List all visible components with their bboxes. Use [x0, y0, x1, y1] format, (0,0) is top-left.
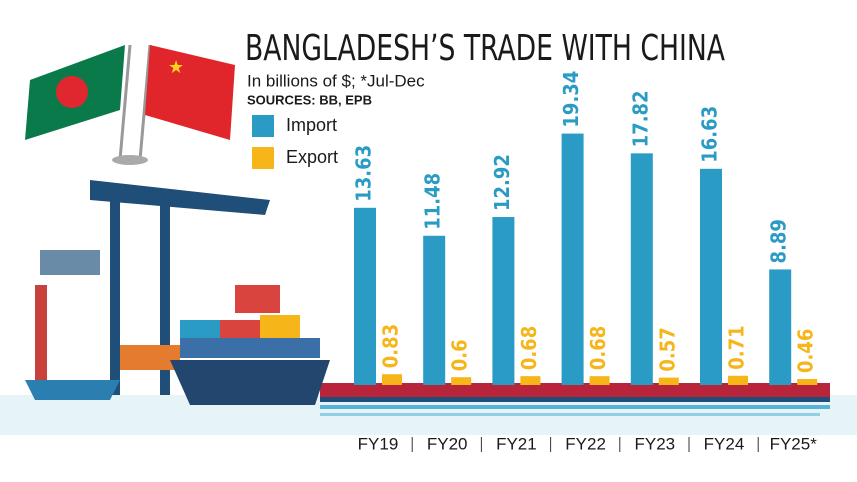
- x-tick-label: FY19: [358, 434, 399, 453]
- bar: [354, 207, 376, 385]
- legend-swatch: [252, 147, 274, 169]
- chart-title: BANGLADESH’S TRADE WITH CHINA: [245, 28, 725, 69]
- value-label: 0.6: [448, 339, 472, 371]
- x-tick-label: FY21: [496, 434, 537, 453]
- value-label: 12.92: [490, 154, 514, 211]
- value-label: 19.34: [559, 71, 583, 128]
- sources: SOURCES: BB, EPB: [247, 92, 372, 107]
- value-label: 0.57: [655, 327, 679, 371]
- tower: [35, 285, 47, 380]
- bar: [728, 375, 748, 385]
- bar: [630, 153, 653, 385]
- hull-stripe: [320, 397, 830, 402]
- flag-base: [112, 155, 148, 165]
- flag-pole: [138, 44, 152, 161]
- value-label: 13.63: [352, 145, 376, 202]
- value-label: 0.68: [517, 326, 541, 370]
- bar: [797, 379, 818, 385]
- legend: Import Export: [252, 115, 338, 169]
- bar: [451, 377, 472, 385]
- value-label: 16.63: [698, 106, 722, 163]
- flag-disc: [56, 76, 88, 108]
- bar: [700, 168, 722, 385]
- container: [180, 320, 220, 338]
- crane-leg: [160, 205, 170, 395]
- tugboat: [25, 380, 120, 400]
- bar: [382, 374, 402, 385]
- container: [260, 315, 300, 338]
- ship-hull: [320, 383, 830, 397]
- flag-pole: [118, 44, 132, 161]
- bar: [658, 377, 679, 385]
- container: [235, 285, 280, 313]
- bar: [561, 133, 584, 385]
- bar: [589, 376, 610, 385]
- bars: 13.63 0.83 11.48 0.6 12.92 0.68 19.34 0.68 17.82…: [352, 71, 818, 385]
- value-label: 17.82: [628, 90, 652, 147]
- crane-boom: [90, 180, 270, 215]
- x-tick-label: FY25*: [770, 434, 818, 453]
- crane-leg: [110, 195, 120, 395]
- container: [220, 320, 260, 338]
- x-tick-label: FY22: [565, 434, 606, 453]
- ship: [170, 360, 330, 405]
- value-label: 0.46: [794, 329, 818, 373]
- bar: [520, 376, 541, 385]
- flag-star: ★: [168, 57, 184, 77]
- value-label: 11.48: [421, 173, 445, 230]
- bar: [423, 235, 446, 385]
- chart-subtitle: In billions of $; *Jul-Dec: [247, 71, 425, 90]
- legend-swatch: [252, 115, 274, 137]
- bar: [492, 217, 515, 385]
- value-label: 0.71: [725, 325, 749, 369]
- container: [180, 338, 320, 358]
- legend-label: Import: [286, 115, 337, 135]
- x-tick-label: FY23: [634, 434, 675, 453]
- water-line: [320, 405, 830, 409]
- crane-cabin: [40, 250, 100, 275]
- value-label: 0.83: [379, 324, 403, 368]
- legend-label: Export: [286, 147, 338, 167]
- container: [120, 345, 180, 370]
- value-label: 8.89: [767, 219, 791, 263]
- value-label: 0.68: [586, 326, 610, 370]
- flag-china: [145, 45, 235, 140]
- water-line: [320, 413, 820, 416]
- bar: [769, 269, 792, 385]
- x-tick-label: FY20: [427, 434, 468, 453]
- x-tick-label: FY24: [704, 434, 745, 453]
